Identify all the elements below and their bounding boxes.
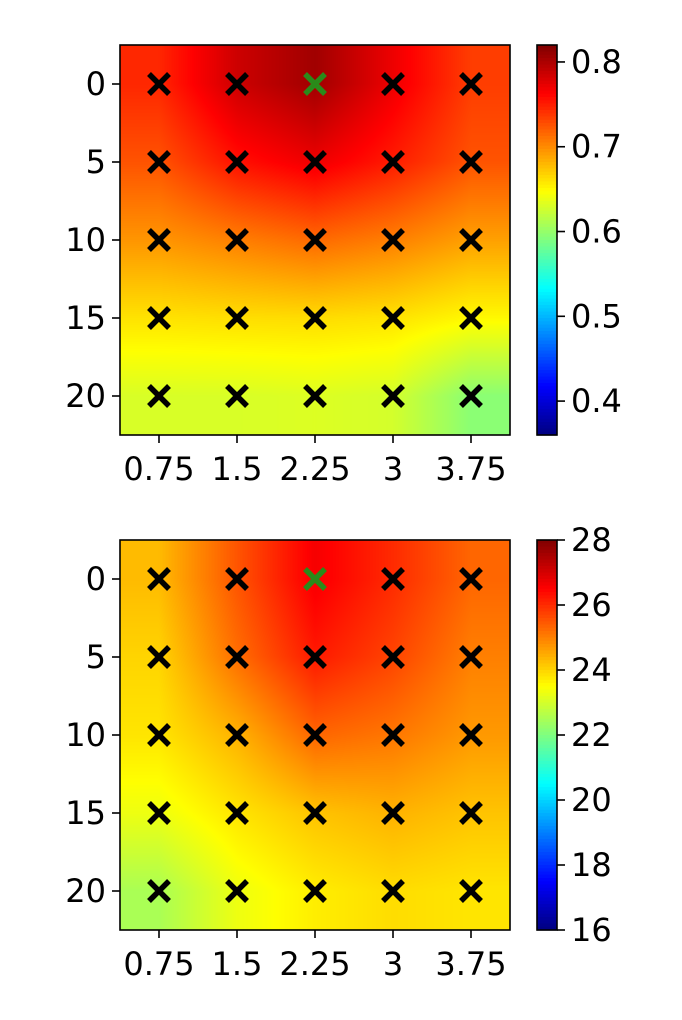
- colorbar-tick-label: 20: [571, 781, 612, 819]
- x-marker: [147, 645, 171, 669]
- heatmap-chart-top: 0 5 10 15 20 0.75 1.5 2.25 3 3.75 0.4 0.5 0.6 0.7 0.8: [65, 43, 622, 488]
- colorbar-tick-label: 18: [571, 846, 612, 884]
- x-marker: [303, 228, 327, 252]
- x-marker: [459, 150, 483, 174]
- x-marker: [381, 879, 405, 903]
- heatmap-chart-bottom: 0 5 10 15 20 0.75 1.5 2.25 3 3.75 16 18 20 22 24 26 28: [65, 521, 612, 983]
- x-marker: [147, 567, 171, 591]
- x-marker: [459, 645, 483, 669]
- colorbar-frame: [536, 44, 558, 436]
- x-marker: [381, 306, 405, 330]
- colorbar-tick-label: 16: [571, 911, 612, 949]
- y-tick-label: 5: [86, 638, 106, 676]
- y-tick-label: 10: [65, 221, 106, 259]
- x-marker: [225, 306, 249, 330]
- x-marker: [303, 645, 327, 669]
- y-tick-label: 20: [65, 377, 106, 415]
- x-marker: [225, 567, 249, 591]
- x-marker: [459, 567, 483, 591]
- x-marker: [147, 384, 171, 408]
- heatmap-panel-top: 0 5 10 15 20 0.75 1.5 2.25 3 3.75 0.4 0.5 0.6 0.7 0.8: [0, 0, 682, 500]
- x-tick-label: 0.75: [123, 450, 194, 488]
- colorbar-tick-label: 26: [571, 586, 612, 624]
- x-tick-label: 2.25: [279, 450, 350, 488]
- x-marker: [459, 723, 483, 747]
- colorbar-tick-label: 24: [571, 651, 612, 689]
- x-marker: [381, 384, 405, 408]
- y-tick-label: 0: [86, 65, 106, 103]
- x-tick-label: 3: [383, 450, 403, 488]
- x-marker: [303, 150, 327, 174]
- x-marker: [303, 72, 327, 96]
- x-marker: [303, 306, 327, 330]
- colorbar: [537, 540, 557, 931]
- colorbar-tick-label: 28: [571, 521, 612, 559]
- x-tick-label: 3: [383, 945, 403, 983]
- x-marker: [147, 228, 171, 252]
- x-marker: [147, 306, 171, 330]
- y-tick-label: 0: [86, 560, 106, 598]
- x-marker: [459, 72, 483, 96]
- colorbar-tick-label: 0.4: [571, 382, 622, 420]
- y-tick-label: 5: [86, 143, 106, 181]
- x-marker: [381, 801, 405, 825]
- colorbar-tick-label: 0.8: [571, 43, 622, 81]
- x-tick-label: 1.5: [212, 450, 263, 488]
- x-marker: [303, 567, 327, 591]
- x-tick-label: 3.75: [435, 945, 506, 983]
- x-marker: [147, 72, 171, 96]
- x-tick-label: 0.75: [123, 945, 194, 983]
- x-tick-label: 2.25: [279, 945, 350, 983]
- y-tick-label: 10: [65, 716, 106, 754]
- colorbar-tick-label: 0.5: [571, 297, 622, 335]
- x-marker: [459, 801, 483, 825]
- x-marker: [381, 150, 405, 174]
- x-marker: [303, 384, 327, 408]
- x-tick-label: 1.5: [212, 945, 263, 983]
- x-marker: [459, 306, 483, 330]
- x-marker: [459, 879, 483, 903]
- y-tick-label: 20: [65, 872, 106, 910]
- x-marker: [381, 645, 405, 669]
- x-marker: [225, 72, 249, 96]
- colorbar: [537, 45, 557, 436]
- x-tick-label: 3.75: [435, 450, 506, 488]
- x-marker: [147, 150, 171, 174]
- y-tick-label: 15: [65, 299, 106, 337]
- x-marker: [381, 228, 405, 252]
- x-marker: [225, 645, 249, 669]
- colorbar-tick-label: 0.6: [571, 213, 622, 251]
- x-marker: [225, 723, 249, 747]
- x-marker: [459, 384, 483, 408]
- x-marker: [381, 723, 405, 747]
- x-marker: [147, 879, 171, 903]
- x-marker: [303, 723, 327, 747]
- x-marker: [459, 228, 483, 252]
- x-marker: [303, 801, 327, 825]
- x-marker: [225, 384, 249, 408]
- x-marker: [303, 879, 327, 903]
- x-marker: [225, 801, 249, 825]
- x-marker: [381, 567, 405, 591]
- x-marker: [225, 150, 249, 174]
- x-marker: [147, 801, 171, 825]
- colorbar-tick-label: 0.7: [571, 128, 622, 166]
- x-marker: [225, 879, 249, 903]
- y-tick-label: 15: [65, 794, 106, 832]
- x-marker: [147, 723, 171, 747]
- x-marker: [381, 72, 405, 96]
- colorbar-tick-label: 22: [571, 716, 612, 754]
- x-marker: [225, 228, 249, 252]
- heatmap-panel-bottom: 0 5 10 15 20 0.75 1.5 2.25 3 3.75 16 18 20 22 24 26 28: [0, 495, 682, 995]
